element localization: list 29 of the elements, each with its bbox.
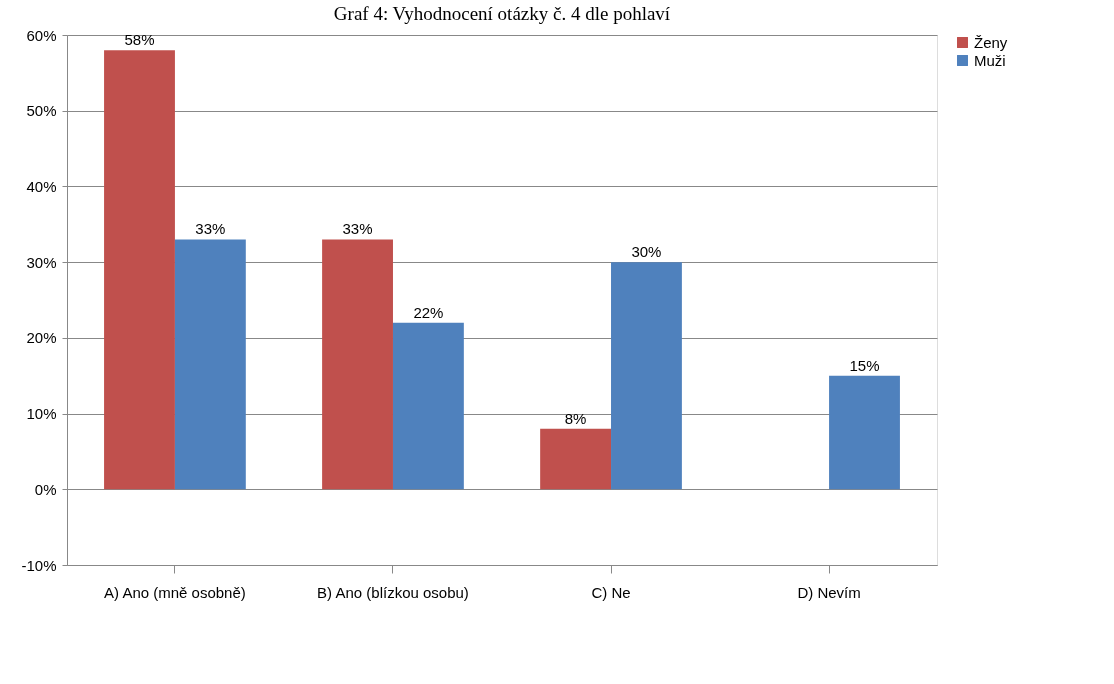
bar [174,239,246,490]
bar [104,50,175,490]
y-tick-label: 10% [26,405,57,423]
legend-label: Ženy [974,33,1008,51]
x-tick-label: C) Ne [591,583,631,601]
x-tick-label: B) Ano (blízkou osobu) [317,583,469,601]
data-label: 15% [849,356,880,374]
data-label: 22% [413,303,444,321]
data-label: 58% [124,31,155,49]
data-label: 30% [631,243,662,261]
x-tick-label: A) Ano (mně osobně) [104,583,246,601]
x-tick-label: D) Nevím [797,583,861,601]
y-tick-label: 0% [34,480,57,498]
bar [829,375,900,490]
data-label: 33% [342,220,373,238]
chart-title: Graf 4: Vyhodnocení otázky č. 4 dle pohlaví [333,3,671,24]
data-label: 33% [195,220,226,238]
y-tick-label: 60% [26,26,57,44]
bar [540,428,612,490]
y-tick-label: 40% [26,177,57,195]
y-tick-label: 50% [26,102,57,120]
y-tick-label: 30% [26,253,57,271]
y-tick-label: -10% [21,556,57,574]
bar [322,239,393,490]
bar [611,262,682,490]
legend-label: Muži [974,51,1006,69]
data-label: 8% [564,409,587,427]
bar [392,322,464,490]
y-tick-label: 20% [26,329,57,347]
